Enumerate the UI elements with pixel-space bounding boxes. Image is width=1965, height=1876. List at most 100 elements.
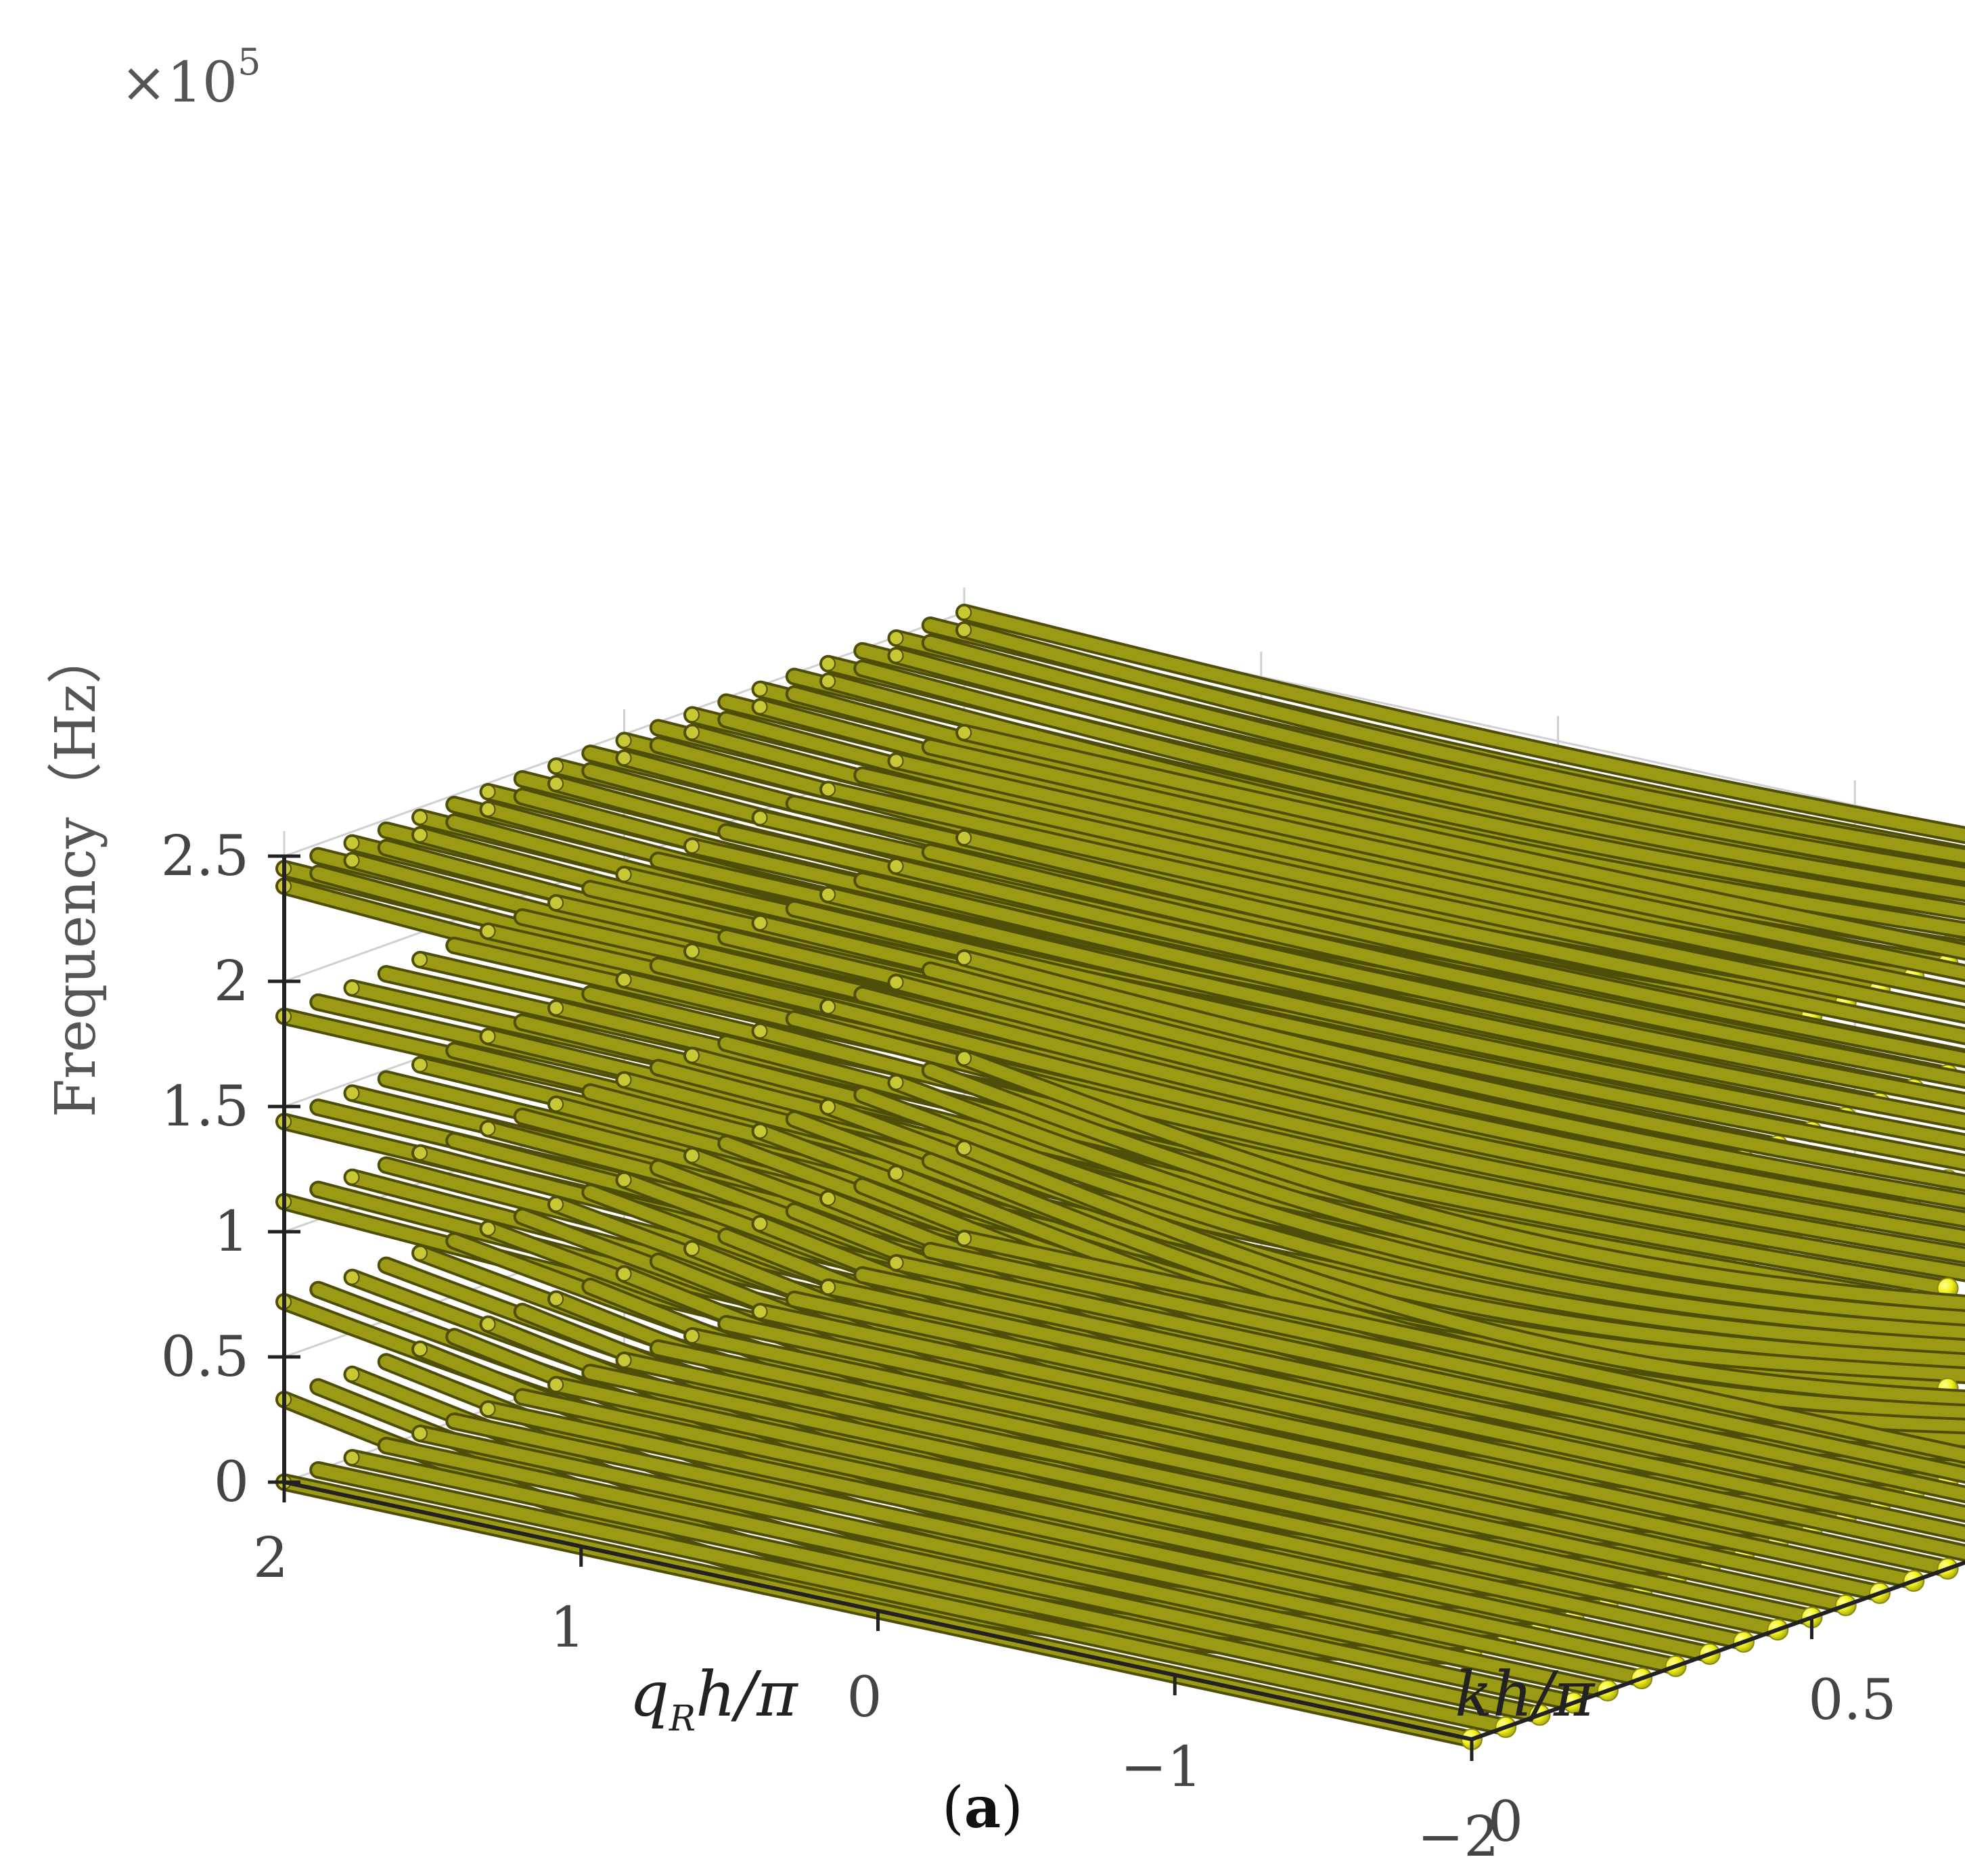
band-back-marker <box>888 858 904 874</box>
band-back-marker <box>480 1121 496 1136</box>
x-tick-label: 0 <box>846 1666 882 1730</box>
band-back-marker <box>752 915 768 931</box>
band-back-marker <box>616 1172 632 1188</box>
band-back-marker <box>549 776 564 791</box>
band-back-marker <box>616 1266 632 1282</box>
band-curve <box>856 1088 1965 1354</box>
band-back-marker <box>480 801 496 817</box>
band-back-marker <box>616 751 632 766</box>
band-curve <box>890 755 1965 1000</box>
band-back-marker <box>821 1191 836 1207</box>
band-back-marker <box>821 782 836 797</box>
x-axis-label-rest: h/π <box>696 1658 798 1730</box>
band-curve <box>856 1269 1965 1521</box>
band-back-marker <box>616 733 632 749</box>
band-back-marker <box>413 952 428 967</box>
band-back-marker <box>752 682 768 697</box>
band-curve <box>890 1257 1965 1501</box>
band-back-marker <box>344 1169 360 1185</box>
band-curve <box>380 1439 1580 1709</box>
band-back-marker <box>685 725 700 740</box>
z-tick-label: 2 <box>214 950 249 1014</box>
band-back-marker <box>957 950 972 966</box>
z-scale-label: ×105 <box>120 41 261 115</box>
y-axis-label: kh/π <box>1455 1658 1596 1730</box>
band-back-marker <box>344 835 360 851</box>
band-back-marker <box>549 1096 564 1112</box>
figure-caption: (a) <box>942 1774 1023 1841</box>
band-curve <box>924 845 1965 1087</box>
band-back-marker <box>957 605 972 620</box>
z-tick-label: 1 <box>214 1200 249 1264</box>
band-curve <box>822 1281 1965 1540</box>
band-back-marker <box>821 1099 836 1115</box>
x-tick-label: −1 <box>1121 1735 1202 1800</box>
band-back-marker <box>616 867 632 883</box>
band-back-marker <box>480 924 496 939</box>
band-curve <box>448 1415 1648 1684</box>
band-curve <box>890 859 1965 1107</box>
band-curve <box>856 769 1965 1022</box>
band-back-marker <box>752 1304 768 1319</box>
band-curve <box>652 1342 1852 1611</box>
band-back-marker <box>888 1165 904 1181</box>
z-tick-label: 2.5 <box>161 824 249 889</box>
band-back-marker <box>344 1270 360 1285</box>
band-curve <box>822 783 1965 1043</box>
axes <box>268 854 1965 1761</box>
band-back-marker <box>616 1072 632 1088</box>
y-tick-label: 0 <box>1488 1790 1523 1854</box>
band-back-marker <box>685 1328 700 1343</box>
band-curve <box>958 1232 1965 1462</box>
band-back-marker <box>480 1316 496 1332</box>
band-curve <box>312 1464 1512 1733</box>
band-curve <box>754 1305 1954 1575</box>
z-tick-label: 1.5 <box>161 1075 249 1139</box>
band-curve <box>890 649 1965 900</box>
caption-letter: a <box>964 1774 1001 1841</box>
band-back-marker <box>685 707 700 723</box>
band-back-marker <box>344 1366 360 1382</box>
band-back-marker <box>821 656 836 671</box>
band-curve <box>788 1293 1965 1559</box>
band-back-marker <box>616 1353 632 1368</box>
band-back-marker <box>957 622 972 638</box>
band-back-marker <box>888 975 904 990</box>
band-back-marker <box>413 827 428 843</box>
band-curve <box>414 1427 1614 1697</box>
band-curve <box>856 662 1965 918</box>
band-back-marker <box>344 853 360 868</box>
band-curve <box>958 952 1965 1190</box>
band-back-marker <box>480 1029 496 1044</box>
band-back-marker <box>413 1057 428 1073</box>
band-curve <box>550 1379 1750 1648</box>
z-tick-label: 0 <box>214 1450 249 1515</box>
band-back-marker <box>957 1140 972 1156</box>
band-back-marker <box>888 1255 904 1270</box>
band-curve <box>924 1064 1965 1324</box>
band-back-marker <box>957 725 972 740</box>
band-curve <box>924 740 1965 979</box>
band-back-marker <box>685 1241 700 1257</box>
band-curve <box>890 976 1965 1226</box>
band-back-marker <box>685 1148 700 1163</box>
band-curve <box>958 1052 1965 1310</box>
band-back-marker <box>957 1050 972 1066</box>
band-back-marker <box>549 1197 564 1212</box>
x-tick-label: 2 <box>253 1526 288 1590</box>
band-curve <box>890 1076 1965 1339</box>
band-back-marker <box>888 753 904 769</box>
z-axis-label: Frequency（Hz） <box>44 629 108 1117</box>
band-curve <box>958 606 1965 842</box>
band-curve <box>958 726 1965 958</box>
band-curve <box>924 636 1965 881</box>
x-tick-label: 1 <box>550 1596 585 1660</box>
x-tick-label: −2 <box>1418 1805 1499 1869</box>
z-tick-label: 0.5 <box>161 1325 249 1389</box>
band-back-marker <box>957 1231 972 1246</box>
band-curve <box>822 888 1965 1148</box>
band-back-marker <box>549 759 564 774</box>
y-tick-label: 0.5 <box>1808 1668 1896 1733</box>
